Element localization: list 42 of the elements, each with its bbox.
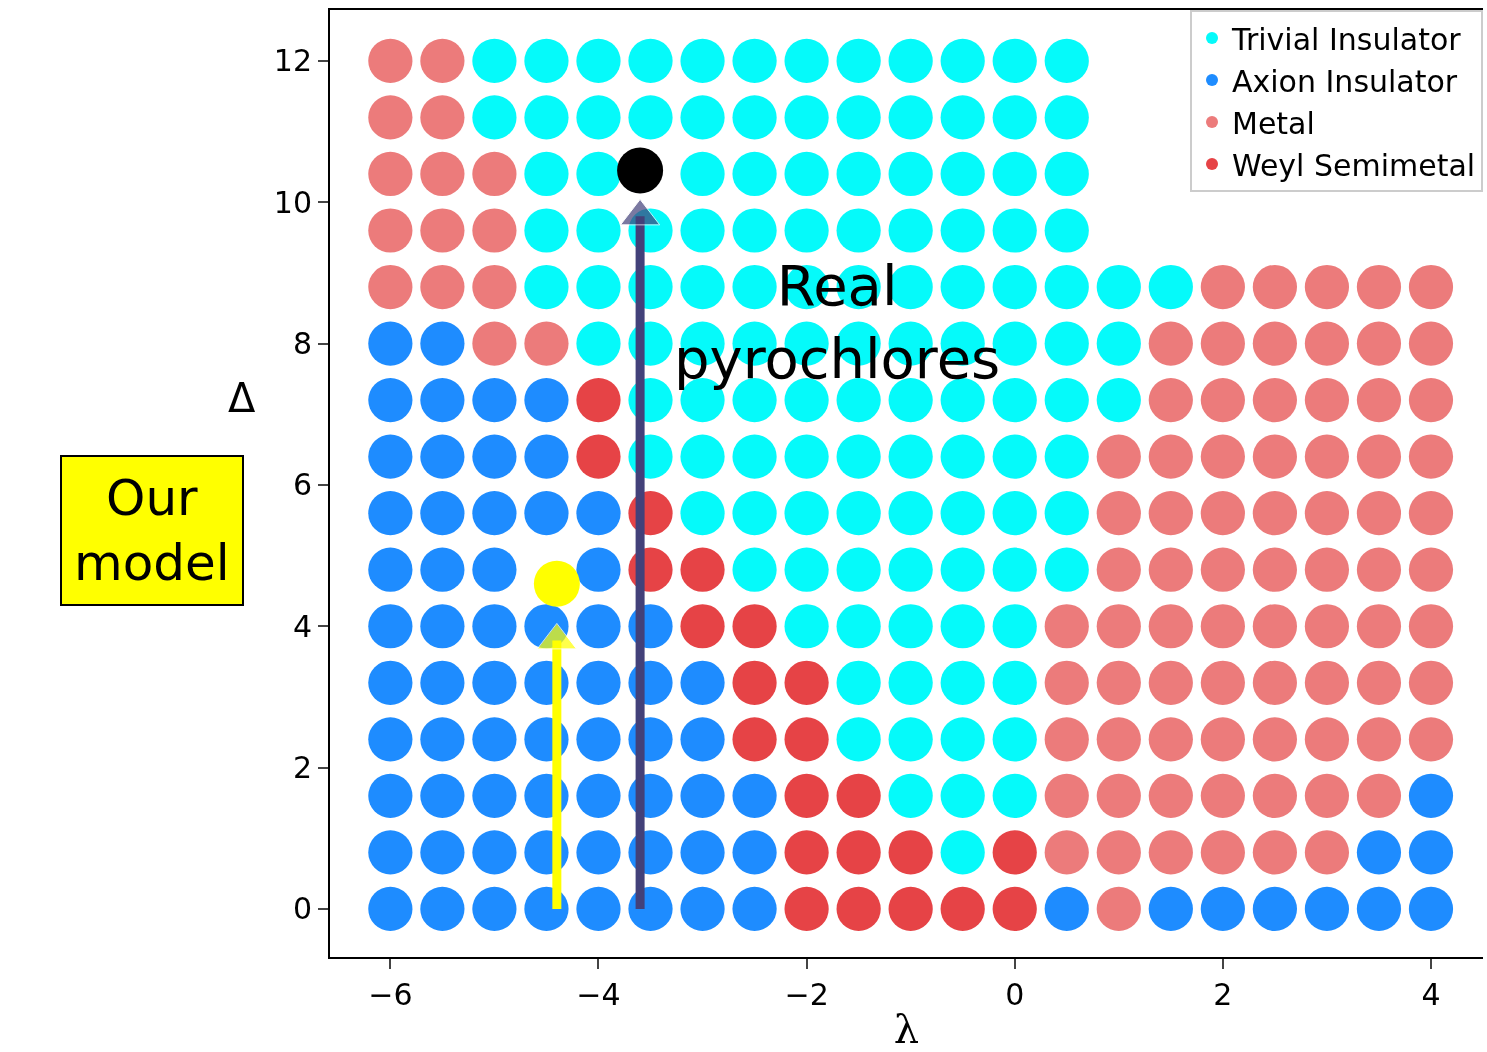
y-tick-label: 4 (292, 608, 312, 644)
x-tick-label: −2 (784, 977, 829, 1012)
point (836, 830, 881, 875)
point (784, 773, 829, 818)
point (617, 147, 664, 194)
point (888, 830, 933, 875)
y-tick-label: 10 (273, 184, 312, 220)
point (940, 886, 985, 932)
x-tick-label: 4 (1421, 977, 1441, 1012)
point (784, 830, 829, 875)
x-axis-title: λ (893, 1006, 920, 1052)
point (533, 560, 580, 607)
x-tick-label: 2 (1213, 977, 1233, 1012)
y-axis-title: Δ (228, 375, 256, 421)
point (576, 378, 621, 423)
legend-label: Trivial Insulator (1231, 21, 1462, 57)
y-tick-label: 12 (273, 43, 312, 79)
point (576, 434, 621, 479)
y-tick-label: 6 (292, 467, 312, 503)
point (784, 717, 829, 762)
point (732, 717, 777, 762)
legend-label: Metal (1232, 105, 1315, 141)
text: Our model (74, 469, 230, 592)
point (888, 886, 933, 932)
point (784, 660, 829, 705)
point (836, 886, 881, 932)
y-tick-label: 8 (292, 326, 312, 362)
x-tick-label: 0 (1005, 977, 1025, 1012)
x-tick-label: −4 (576, 977, 621, 1012)
point (732, 660, 777, 705)
point (680, 604, 725, 649)
point (992, 886, 1037, 932)
point (992, 830, 1037, 875)
point (836, 773, 881, 818)
point (732, 604, 777, 649)
legend-label: Weyl Semimetal (1232, 147, 1476, 183)
y-tick-label: 0 (292, 891, 312, 927)
legend-label: Axion Insulator (1232, 63, 1458, 99)
y-tick-label: 2 (292, 750, 312, 786)
point (680, 547, 725, 592)
point (784, 886, 829, 932)
x-tick-label: −6 (368, 977, 413, 1012)
